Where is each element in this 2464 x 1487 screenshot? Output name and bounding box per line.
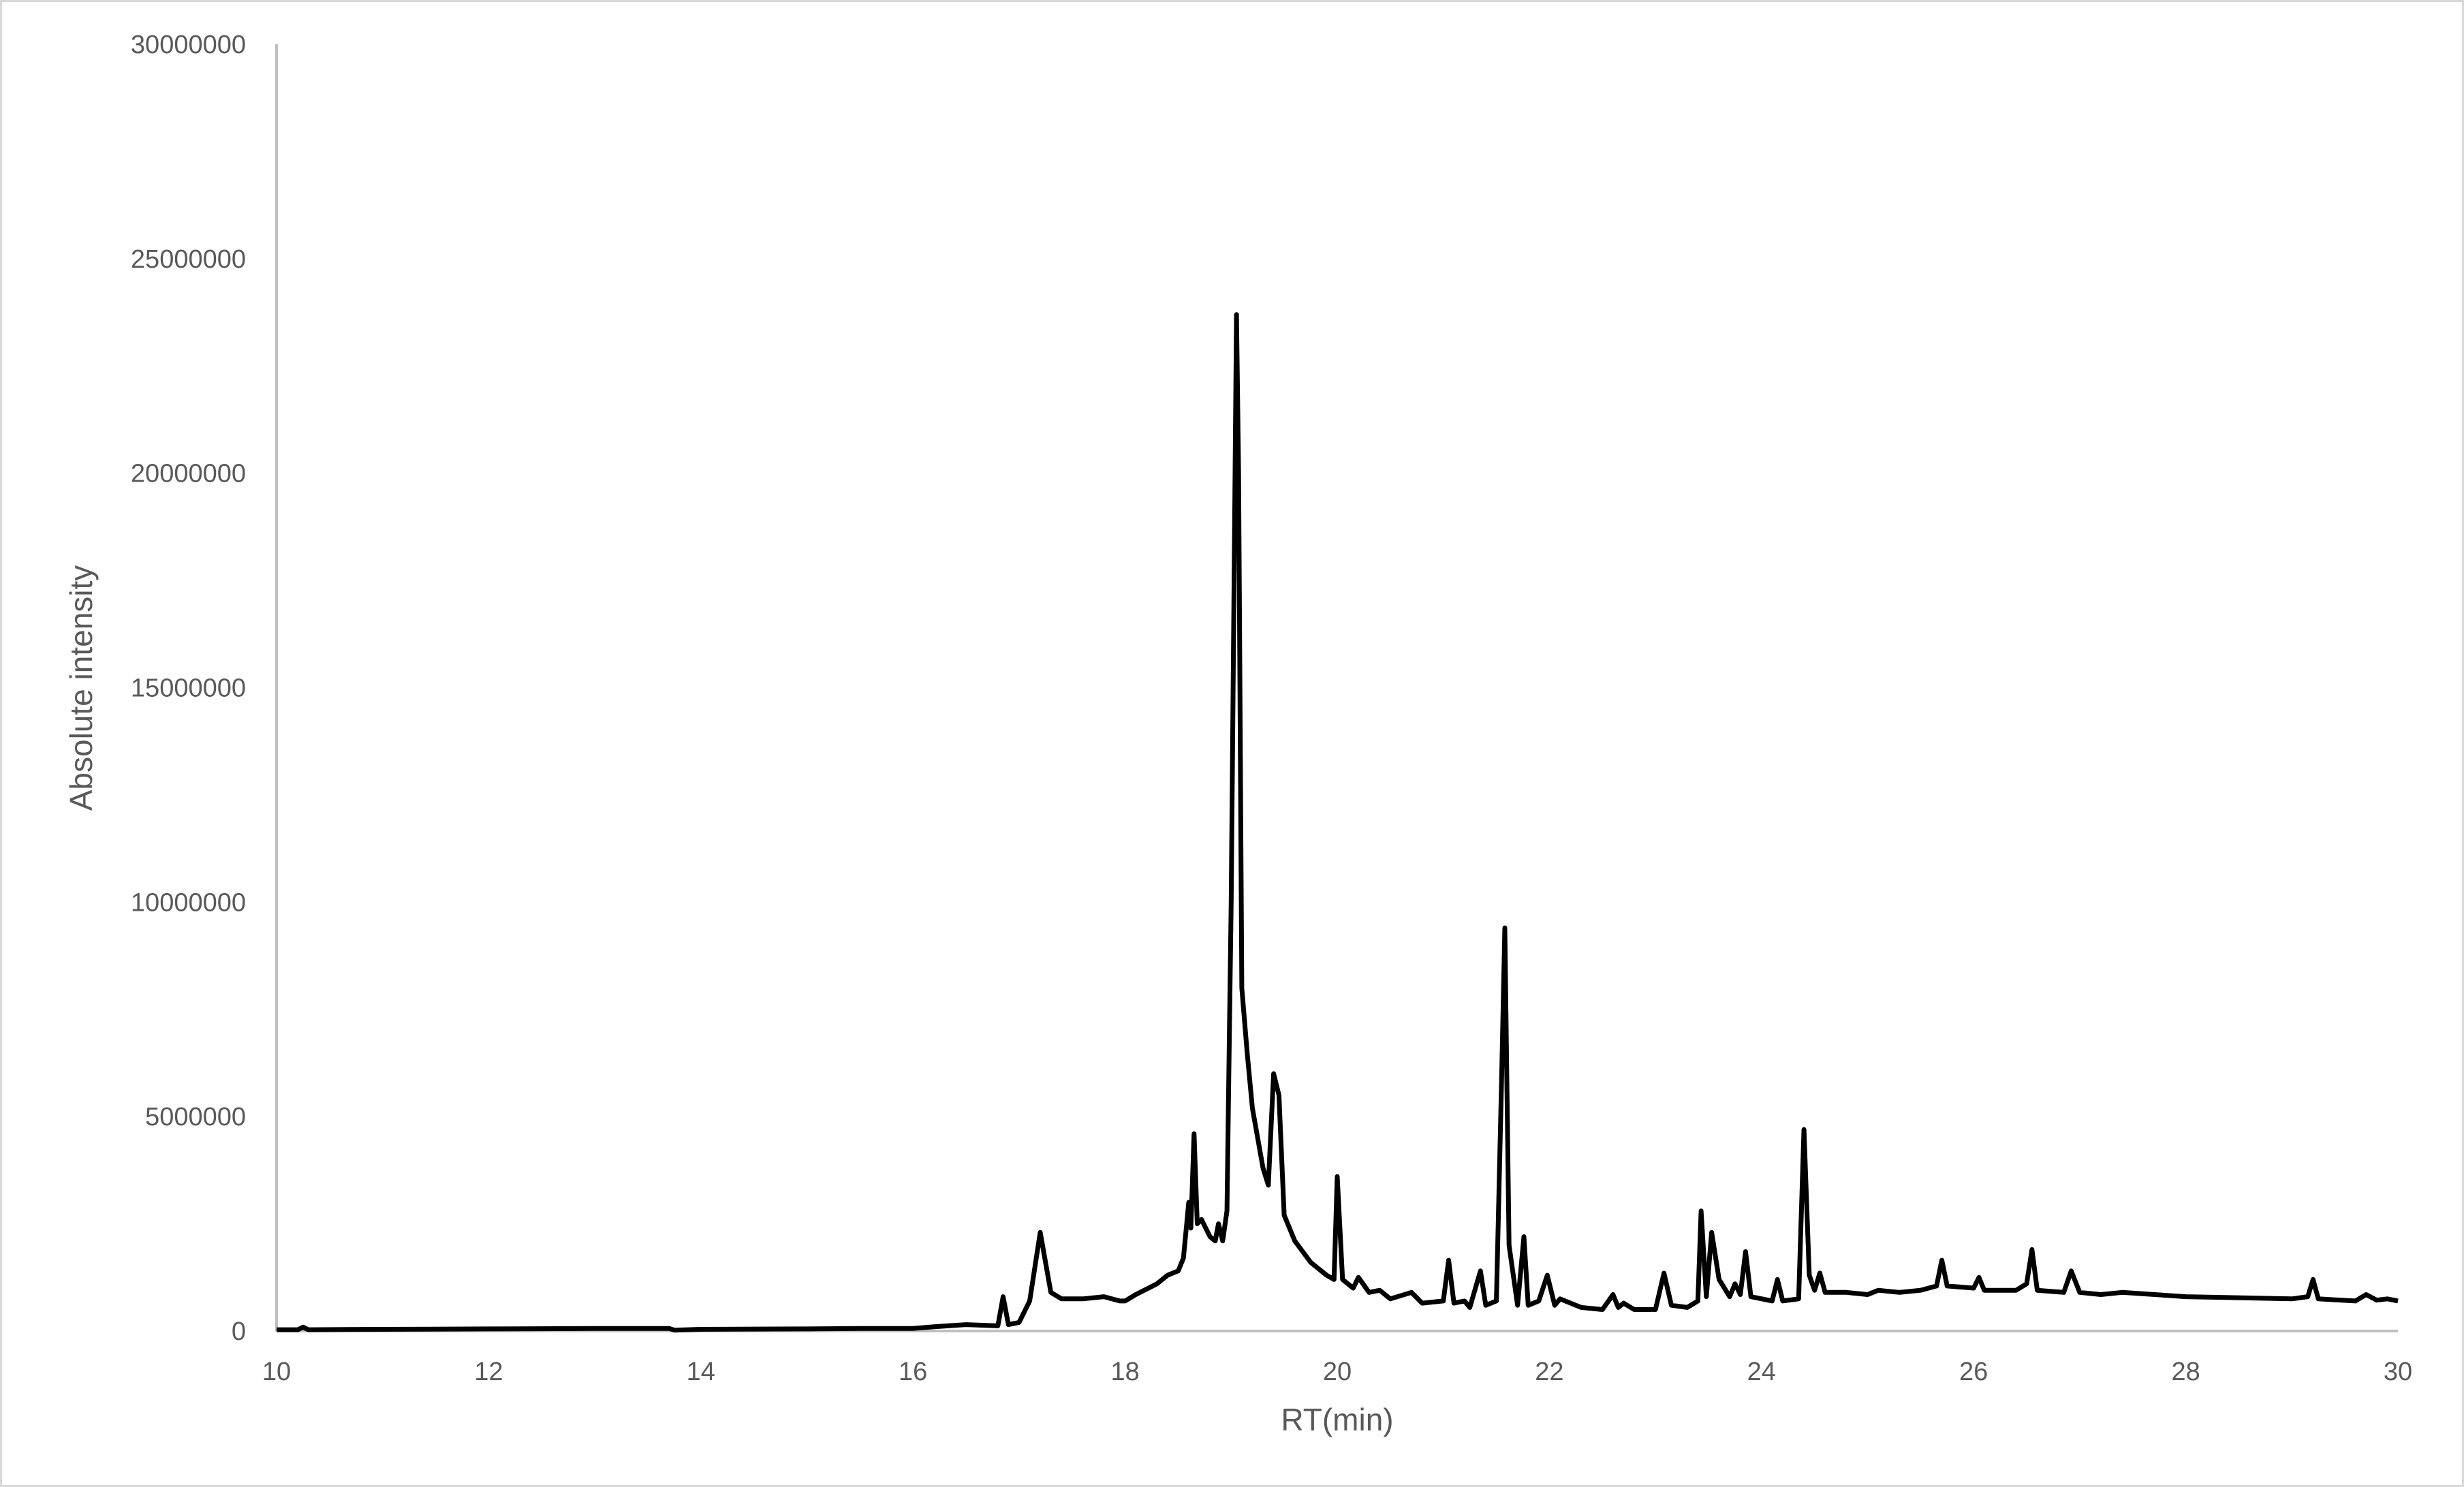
y-axis-label: Absolute intensity — [63, 565, 99, 811]
x-tick-label: 30 — [2384, 1358, 2412, 1386]
x-tick-label: 16 — [899, 1358, 927, 1386]
x-axis-label: RT(min) — [1281, 1402, 1393, 1437]
y-tick-label: 0 — [232, 1317, 246, 1346]
y-tick-label: 15000000 — [131, 674, 246, 703]
x-tick-label: 24 — [1747, 1358, 1776, 1386]
y-tick-label: 25000000 — [131, 245, 246, 274]
y-tick-label: 10000000 — [131, 888, 246, 917]
x-tick-label: 12 — [474, 1358, 503, 1386]
x-tick-label: 14 — [687, 1358, 715, 1386]
x-tick-label: 28 — [2171, 1358, 2200, 1386]
series-line — [277, 312, 2399, 1333]
y-tick-label: 20000000 — [131, 460, 246, 488]
x-tick-label: 20 — [1323, 1358, 1352, 1386]
y-tick-label: 5000000 — [145, 1103, 246, 1131]
x-tick-label: 18 — [1110, 1358, 1139, 1386]
x-tick-label: 26 — [1959, 1358, 1988, 1386]
x-tick-label: 22 — [1535, 1358, 1563, 1386]
y-tick-label: 30000000 — [131, 31, 246, 59]
x-tick-label: 10 — [262, 1358, 291, 1386]
